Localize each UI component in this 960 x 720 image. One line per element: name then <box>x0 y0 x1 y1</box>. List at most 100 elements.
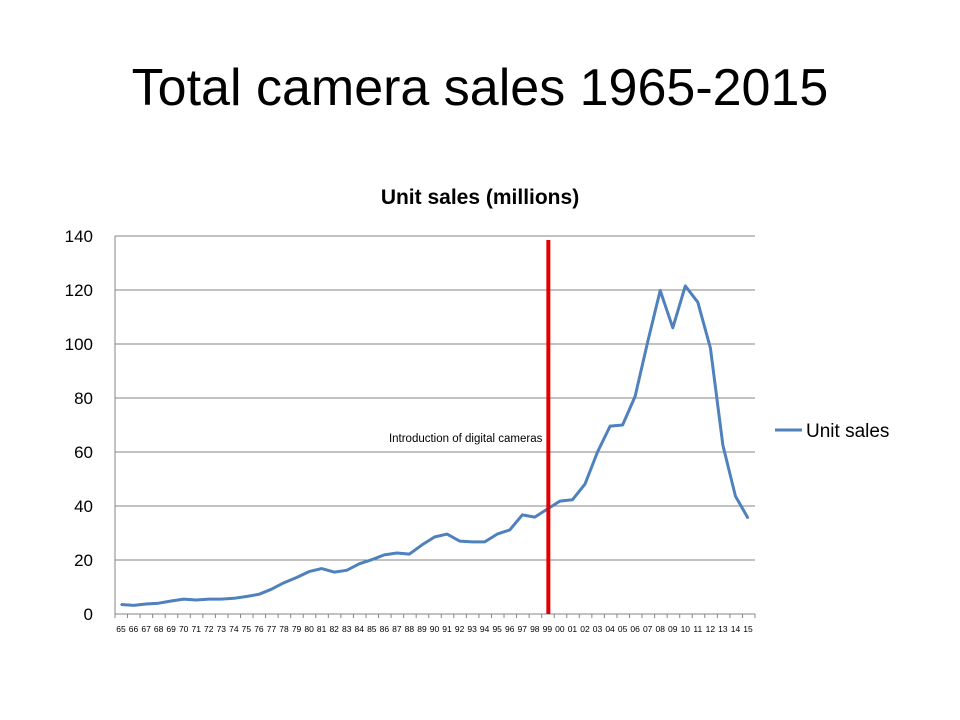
data-point <box>207 598 210 600</box>
data-point <box>145 603 147 605</box>
x-tick-label: 90 <box>430 624 440 634</box>
data-point <box>182 598 185 600</box>
x-tick-label: 09 <box>668 624 678 634</box>
y-tick-label: 60 <box>74 443 93 462</box>
x-tick-label: 87 <box>392 624 402 634</box>
chart-title: Unit sales (millions) <box>381 186 579 209</box>
data-point <box>747 517 749 519</box>
x-tick-label: 11 <box>693 624 702 634</box>
x-tick-label: 04 <box>605 624 615 634</box>
data-point <box>408 553 411 555</box>
data-point <box>722 444 724 447</box>
data-point <box>709 347 712 349</box>
x-tick-label: 03 <box>593 624 603 634</box>
data-point <box>245 595 248 598</box>
data-point <box>371 558 373 561</box>
data-point <box>659 289 662 292</box>
data-point <box>508 529 511 531</box>
y-tick-label: 100 <box>65 335 93 354</box>
x-tick-label: 66 <box>129 624 139 634</box>
x-tick-label: 07 <box>643 624 653 634</box>
x-tick-label: 02 <box>580 624 590 634</box>
data-point <box>571 498 574 501</box>
x-tick-label: 88 <box>405 624 415 634</box>
data-point <box>634 395 636 398</box>
y-tick-label: 120 <box>65 281 93 300</box>
data-point <box>295 576 298 579</box>
series-line-unit-sales <box>120 284 750 607</box>
data-point <box>521 514 524 516</box>
x-tick-label: 81 <box>317 624 327 634</box>
x-tick-label: 75 <box>242 624 252 634</box>
data-point <box>270 588 273 590</box>
data-point <box>421 544 423 546</box>
data-point <box>433 536 436 538</box>
x-tick-label: 06 <box>630 624 640 634</box>
x-tick-label: 83 <box>342 624 352 634</box>
data-point <box>383 554 386 556</box>
data-point <box>258 593 260 596</box>
gridlines <box>115 235 755 561</box>
x-tick-label: 98 <box>530 624 540 634</box>
x-tick-label: 12 <box>706 624 716 634</box>
x-tick-label: 85 <box>367 624 377 634</box>
x-tick-label: 65 <box>116 624 126 634</box>
data-point <box>621 424 624 426</box>
annotation-label: Introduction of digital cameras <box>389 433 543 445</box>
x-tick-label: 99 <box>543 624 553 634</box>
x-tick-label: 14 <box>731 624 741 634</box>
data-point <box>220 598 223 600</box>
slide-title: Total camera sales 1965-2015 <box>131 59 829 117</box>
x-tick-label: 79 <box>292 624 302 634</box>
data-point <box>534 516 536 518</box>
legend-label: Unit sales <box>806 421 889 442</box>
annotations: Introduction of digital cameras <box>389 240 551 614</box>
x-tick-label: 05 <box>618 624 628 634</box>
x-tick-label: 68 <box>154 624 164 634</box>
data-point <box>671 327 674 329</box>
data-point <box>170 600 172 602</box>
data-point <box>697 301 699 303</box>
y-axis-ticks: 0 20 40 60 80 100 120 140 <box>65 227 93 624</box>
data-point <box>646 341 649 343</box>
data-point <box>734 495 737 498</box>
data-point <box>483 541 486 543</box>
data-point <box>684 285 687 287</box>
y-tick-label: 0 <box>84 605 93 624</box>
legend: Unit sales <box>775 421 889 442</box>
x-axis-ticks: 65 66 67 68 69 70 71 72 73 74 75 76 77 78 79 80 81 82 83 84… <box>116 624 753 634</box>
x-tick-label: 15 <box>743 624 753 634</box>
data-point <box>283 581 285 584</box>
data-point <box>471 541 473 543</box>
x-tick-label: 84 <box>355 624 365 634</box>
y-tick-label: 40 <box>74 497 93 516</box>
data-point <box>609 425 611 427</box>
x-tick-label: 70 <box>179 624 189 634</box>
x-tick-label: 73 <box>217 624 227 634</box>
x-tick-label: 72 <box>204 624 214 634</box>
data-point <box>496 533 499 535</box>
x-tick-label: 86 <box>380 624 390 634</box>
data-point <box>358 562 361 565</box>
x-tick-label: 67 <box>141 624 151 634</box>
data-point <box>458 540 461 542</box>
data-point <box>195 599 198 601</box>
x-tick-label: 96 <box>505 624 515 634</box>
x-tick-label: 76 <box>254 624 264 634</box>
data-point <box>333 571 335 573</box>
x-tick-label: 92 <box>455 624 465 634</box>
x-tick-label: 80 <box>304 624 314 634</box>
x-tick-label: 08 <box>655 624 665 634</box>
x-tick-label: 74 <box>229 624 239 634</box>
x-tick-label: 10 <box>681 624 691 634</box>
x-tick-label: 93 <box>467 624 477 634</box>
data-point <box>132 604 135 607</box>
data-point <box>157 602 160 604</box>
data-point <box>233 597 235 600</box>
x-tick-label: 13 <box>718 624 728 634</box>
x-tick-label: 71 <box>192 624 202 634</box>
x-tick-label: 97 <box>518 624 528 634</box>
data-point <box>396 552 398 554</box>
x-tick-label: 78 <box>279 624 289 634</box>
x-tick-label: 01 <box>568 624 578 634</box>
